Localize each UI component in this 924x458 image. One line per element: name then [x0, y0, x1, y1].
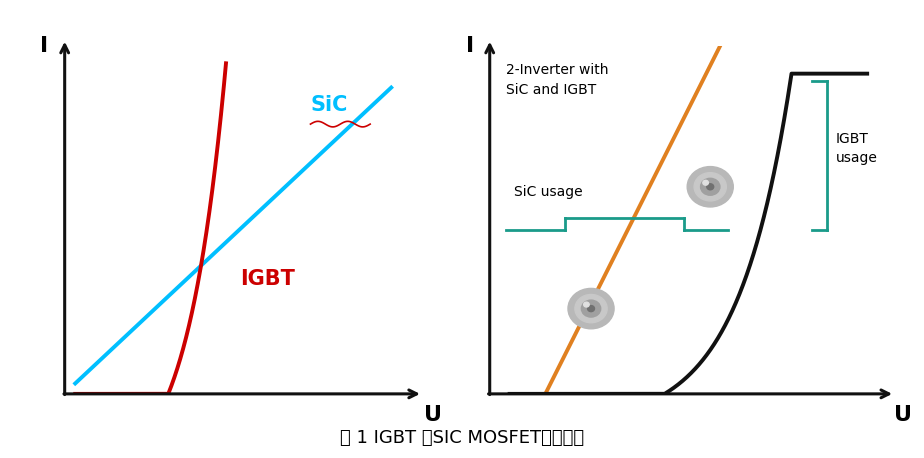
- Circle shape: [568, 289, 614, 329]
- Text: 2-Inverter with
SiC and IGBT: 2-Inverter with SiC and IGBT: [505, 63, 608, 97]
- Text: 图 1 IGBT 和SIC MOSFET导通特性: 图 1 IGBT 和SIC MOSFET导通特性: [340, 429, 584, 447]
- Text: U: U: [424, 405, 443, 425]
- Circle shape: [700, 178, 720, 195]
- Text: SiC usage: SiC usage: [514, 185, 582, 199]
- Circle shape: [575, 294, 607, 323]
- Circle shape: [687, 167, 734, 207]
- Text: IGBT: IGBT: [240, 268, 295, 289]
- Text: I: I: [466, 36, 474, 56]
- Text: SiC: SiC: [310, 95, 347, 115]
- Circle shape: [581, 300, 601, 317]
- Circle shape: [588, 305, 594, 311]
- Circle shape: [584, 302, 590, 307]
- Circle shape: [703, 180, 709, 185]
- Circle shape: [694, 173, 726, 201]
- Text: IGBT
usage: IGBT usage: [835, 132, 877, 165]
- Text: U: U: [894, 405, 912, 425]
- Text: I: I: [40, 36, 48, 56]
- Circle shape: [707, 184, 713, 190]
